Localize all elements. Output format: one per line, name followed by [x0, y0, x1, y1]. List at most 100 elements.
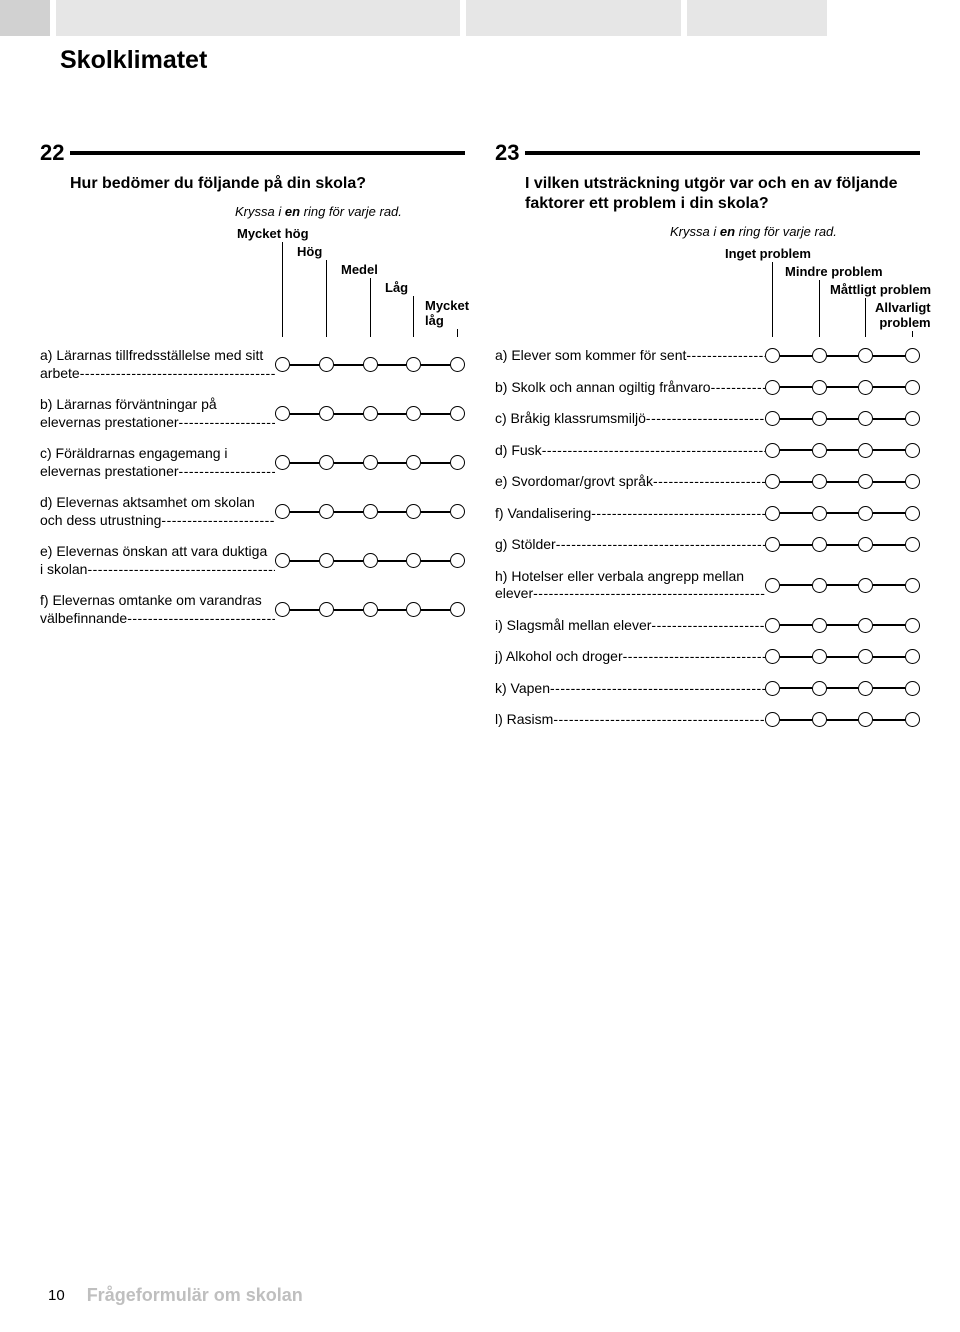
rating-option[interactable]: [858, 578, 873, 593]
rating-option[interactable]: [905, 443, 920, 458]
rating-option[interactable]: [406, 553, 421, 568]
rating-option[interactable]: [858, 474, 873, 489]
rating-option[interactable]: [812, 380, 827, 395]
rating-option[interactable]: [363, 602, 378, 617]
rating-option[interactable]: [319, 455, 334, 470]
rating-option[interactable]: [812, 443, 827, 458]
rating-option[interactable]: [905, 578, 920, 593]
leader-dashes: ----------------------------------------…: [646, 410, 765, 428]
rating-option[interactable]: [765, 537, 780, 552]
rating-option[interactable]: [765, 578, 780, 593]
rating-option[interactable]: [450, 504, 465, 519]
rating-option[interactable]: [406, 357, 421, 372]
rating-connector: [421, 511, 450, 513]
rating-option[interactable]: [905, 537, 920, 552]
rating-option[interactable]: [275, 455, 290, 470]
rating-connector: [334, 560, 363, 562]
rating-option[interactable]: [765, 474, 780, 489]
rating-option[interactable]: [406, 406, 421, 421]
rating-option[interactable]: [812, 537, 827, 552]
rating-option[interactable]: [275, 504, 290, 519]
rating-option[interactable]: [450, 357, 465, 372]
rating-option[interactable]: [450, 553, 465, 568]
rating-option[interactable]: [765, 712, 780, 727]
rating-option[interactable]: [858, 649, 873, 664]
rating-option[interactable]: [363, 357, 378, 372]
row-label: b) Skolk och annan ogiltig frånvaro ----…: [495, 379, 765, 397]
rating-option[interactable]: [858, 681, 873, 696]
rating-option[interactable]: [858, 348, 873, 363]
question-row: c) Föräldrarnas engagemang i elevernas p…: [40, 445, 465, 480]
rating-option[interactable]: [812, 506, 827, 521]
rating-option[interactable]: [363, 553, 378, 568]
rating-option[interactable]: [319, 553, 334, 568]
rating-option[interactable]: [905, 348, 920, 363]
rating-connector: [873, 656, 905, 658]
rating-option[interactable]: [905, 649, 920, 664]
rating-option[interactable]: [275, 553, 290, 568]
rating-option[interactable]: [905, 712, 920, 727]
rating-option[interactable]: [905, 380, 920, 395]
rating-option[interactable]: [765, 348, 780, 363]
rating-option[interactable]: [450, 455, 465, 470]
rating-option[interactable]: [406, 455, 421, 470]
rating-option[interactable]: [858, 618, 873, 633]
rating-option[interactable]: [905, 681, 920, 696]
rating-option[interactable]: [812, 411, 827, 426]
rating-option[interactable]: [812, 348, 827, 363]
rating-option[interactable]: [812, 578, 827, 593]
rating-option[interactable]: [363, 406, 378, 421]
rating-option[interactable]: [812, 474, 827, 489]
rating-option[interactable]: [905, 411, 920, 426]
rating-option[interactable]: [275, 602, 290, 617]
rating-option[interactable]: [363, 504, 378, 519]
rating-option[interactable]: [812, 649, 827, 664]
rating-option[interactable]: [905, 474, 920, 489]
rating-connector: [780, 624, 812, 626]
rating-option[interactable]: [858, 506, 873, 521]
leader-dashes: ----------------------------------------…: [686, 347, 765, 365]
rating-option[interactable]: [319, 406, 334, 421]
rating-connector: [421, 609, 450, 611]
rating-option[interactable]: [765, 681, 780, 696]
rating-connector: [780, 584, 812, 586]
rating-option[interactable]: [765, 443, 780, 458]
rating-option[interactable]: [765, 506, 780, 521]
section-title: Skolklimatet: [60, 46, 207, 75]
row-label: l) Rasism ------------------------------…: [495, 711, 765, 729]
rating-option[interactable]: [319, 357, 334, 372]
rating-option[interactable]: [319, 602, 334, 617]
question-row: e) Svordomar/grovt språk ---------------…: [495, 473, 920, 491]
rating-option[interactable]: [905, 618, 920, 633]
rating-option[interactable]: [765, 618, 780, 633]
rating-option[interactable]: [812, 712, 827, 727]
rating-option[interactable]: [319, 504, 334, 519]
rating-option[interactable]: [812, 681, 827, 696]
rating-option[interactable]: [905, 506, 920, 521]
rating-option[interactable]: [406, 602, 421, 617]
rating-connector: [780, 512, 812, 514]
rating-connector: [827, 512, 859, 514]
rating-option[interactable]: [858, 537, 873, 552]
rating-option[interactable]: [275, 406, 290, 421]
rating-connector: [421, 560, 450, 562]
rating-option[interactable]: [812, 618, 827, 633]
rating-option[interactable]: [765, 411, 780, 426]
question-row: c) Bråkig klassrumsmiljö ---------------…: [495, 410, 920, 428]
rating-connector: [827, 584, 859, 586]
rating-option[interactable]: [765, 380, 780, 395]
rating-option[interactable]: [450, 602, 465, 617]
rating-option[interactable]: [858, 443, 873, 458]
rating-connector: [780, 656, 812, 658]
tab-section-current: [56, 0, 460, 36]
rating-option[interactable]: [406, 504, 421, 519]
rating-option[interactable]: [450, 406, 465, 421]
rating-option[interactable]: [858, 411, 873, 426]
rating-option[interactable]: [858, 712, 873, 727]
rating-option[interactable]: [858, 380, 873, 395]
rating-option[interactable]: [765, 649, 780, 664]
rating-option[interactable]: [275, 357, 290, 372]
rating-option[interactable]: [363, 455, 378, 470]
rating-connector: [827, 687, 859, 689]
rating-connector: [334, 462, 363, 464]
